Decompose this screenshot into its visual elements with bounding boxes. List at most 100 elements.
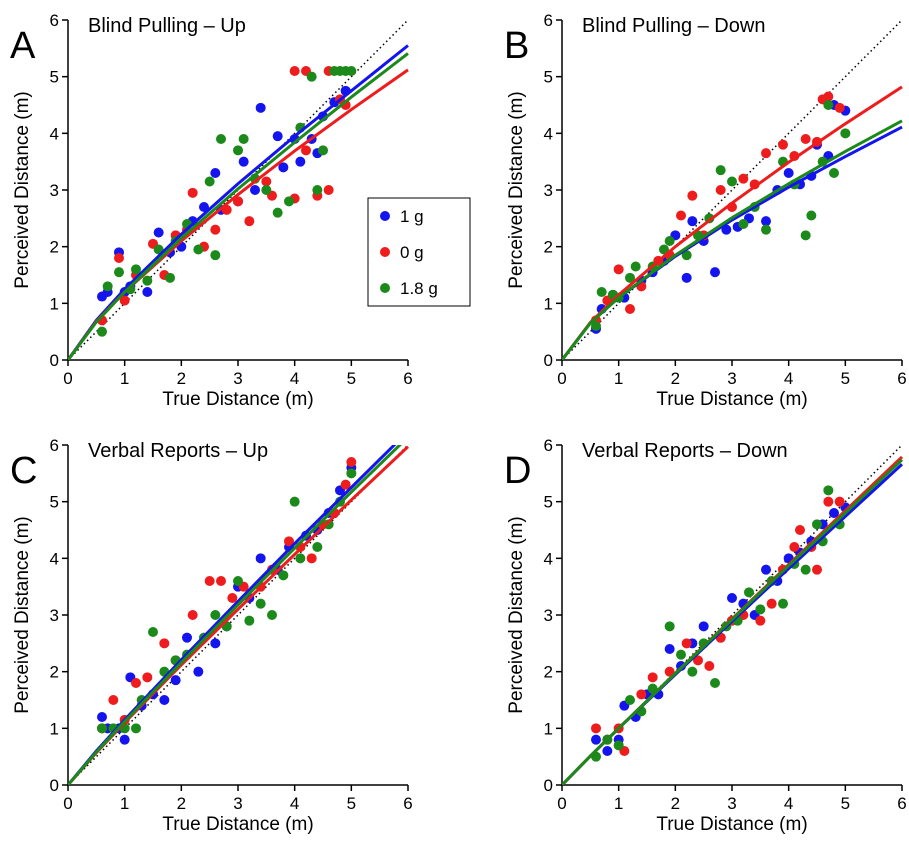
data-point: [812, 519, 822, 530]
data-point: [193, 666, 204, 677]
data-point: [204, 176, 215, 187]
data-point: [806, 210, 817, 221]
data-point: [187, 187, 198, 198]
y-tick-label: 2: [544, 663, 553, 682]
data-point: [278, 570, 289, 581]
y-tick-label: 2: [50, 663, 59, 682]
x-tick-label: 3: [727, 794, 736, 813]
data-point: [267, 610, 277, 620]
identity-line: [561, 444, 903, 786]
data-point: [834, 496, 845, 507]
data-point: [261, 185, 272, 195]
data-point: [142, 287, 153, 297]
legend-label: 1 g: [400, 207, 424, 226]
data-point: [295, 156, 306, 167]
data-point: [744, 587, 754, 598]
y-axis-label: Perceived Distance (m): [12, 91, 33, 288]
identity-line: [561, 19, 903, 361]
data-point: [630, 261, 641, 272]
data-point: [97, 723, 107, 734]
x-tick-label: 2: [671, 794, 680, 813]
data-point: [289, 496, 300, 507]
data-point: [591, 734, 601, 745]
x-tick-label: 0: [557, 794, 566, 813]
x-tick-label: 1: [120, 794, 129, 813]
data-point: [704, 661, 715, 671]
data-point: [625, 304, 635, 314]
data-point: [727, 176, 737, 187]
data-point: [789, 542, 800, 552]
fit-curve: [562, 125, 903, 360]
panel: C Verbal Reports – Up True Distance (m) Per…: [10, 436, 413, 835]
y-tick-label: 1: [50, 294, 59, 313]
data-point: [306, 553, 317, 564]
data-point: [261, 176, 272, 187]
x-tick-label: 6: [403, 369, 412, 388]
y-tick-label: 0: [544, 776, 553, 795]
y-tick-label: 0: [50, 776, 59, 795]
fit-curve: [68, 68, 409, 360]
data-point: [647, 672, 658, 683]
data-point: [97, 326, 107, 337]
fit-curve: [68, 445, 402, 785]
legend-marker: [380, 211, 390, 221]
x-tick-label: 6: [897, 794, 906, 813]
y-tick-label: 1: [50, 719, 59, 738]
data-point: [272, 131, 283, 142]
data-point: [131, 723, 141, 734]
data-point: [834, 102, 845, 113]
y-axis-label: Perceived Distance (m): [506, 516, 527, 713]
data-point: [346, 457, 357, 467]
y-axis-label: Perceived Distance (m): [506, 91, 527, 288]
x-tick-label: 1: [120, 369, 129, 388]
data-point: [114, 253, 124, 263]
data-point: [131, 678, 141, 688]
data-point: [233, 145, 243, 156]
y-tick-label: 3: [544, 606, 553, 625]
fit-curve: [68, 52, 409, 360]
y-tick-label: 1: [544, 294, 553, 313]
data-point: [119, 734, 130, 745]
data-point: [216, 576, 226, 586]
x-tick-label: 2: [671, 369, 680, 388]
y-tick-label: 5: [544, 68, 553, 87]
data-point: [340, 479, 351, 490]
data-point: [210, 638, 221, 649]
y-tick-label: 6: [544, 11, 553, 30]
data-point: [238, 134, 249, 144]
data-point: [761, 224, 771, 235]
data-point: [800, 564, 811, 575]
data-point: [823, 496, 834, 507]
data-point: [159, 638, 170, 649]
data-point: [165, 272, 175, 283]
panel-title: Verbal Reports – Up: [88, 440, 268, 462]
y-tick-label: 0: [544, 351, 553, 370]
x-tick-label: 5: [841, 794, 850, 813]
panel-title: Verbal Reports – Down: [582, 440, 788, 462]
panel-label: D: [504, 450, 531, 492]
x-tick-label: 2: [177, 794, 186, 813]
data-point: [295, 553, 306, 564]
data-point: [278, 162, 289, 173]
data-point: [755, 604, 766, 615]
x-tick-label: 6: [897, 369, 906, 388]
data-point: [681, 638, 692, 649]
data-point: [778, 139, 788, 150]
y-tick-label: 5: [544, 493, 553, 512]
panel-label: C: [10, 450, 37, 492]
data-point: [636, 689, 647, 700]
y-tick-label: 4: [544, 549, 553, 568]
x-tick-label: 0: [557, 369, 566, 388]
data-point: [312, 542, 323, 552]
data-point: [346, 468, 357, 479]
data-point: [153, 227, 164, 238]
y-tick-label: 3: [50, 606, 59, 625]
data-point: [687, 666, 698, 677]
x-tick-label: 1: [614, 794, 623, 813]
data-point: [596, 287, 607, 297]
data-point: [210, 610, 221, 620]
data-point: [761, 564, 771, 575]
data-point: [289, 66, 300, 76]
data-point: [778, 598, 788, 609]
data-point: [170, 675, 181, 686]
